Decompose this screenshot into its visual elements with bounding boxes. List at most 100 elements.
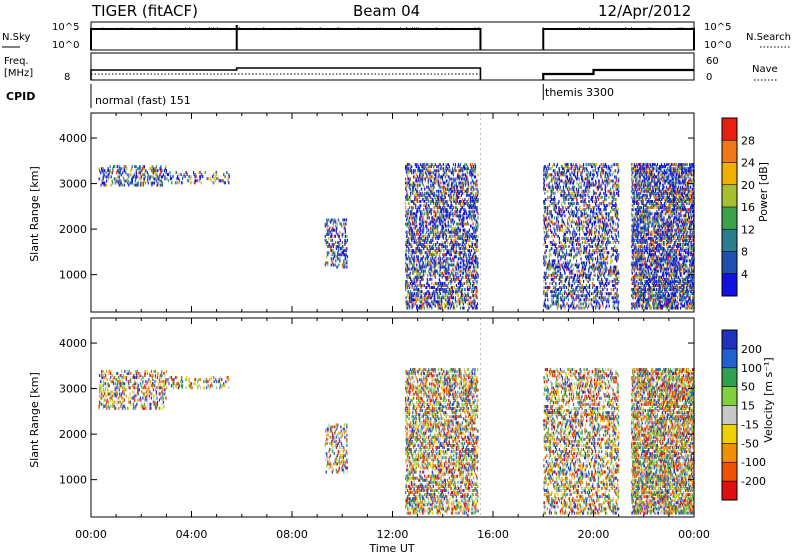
range-gate-cell bbox=[178, 179, 181, 183]
range-gate-cell bbox=[335, 245, 337, 249]
range-gate-cell bbox=[336, 222, 338, 226]
range-gate-cell bbox=[553, 275, 556, 279]
range-gate-cell bbox=[414, 197, 416, 201]
range-gate-cell bbox=[474, 279, 477, 283]
range-gate-cell bbox=[427, 208, 429, 212]
range-gate-cell bbox=[460, 261, 462, 265]
range-gate-cell bbox=[451, 257, 453, 261]
range-gate-cell bbox=[431, 265, 433, 269]
range-gate-cell bbox=[326, 228, 328, 232]
range-gate-cell bbox=[422, 218, 424, 222]
range-gate-cell bbox=[123, 167, 125, 171]
range-gate-cell bbox=[421, 245, 423, 249]
range-gate-cell bbox=[166, 177, 168, 181]
range-gate-cell bbox=[406, 240, 408, 244]
range-gate-cell bbox=[409, 263, 411, 267]
range-gate-cell bbox=[584, 197, 586, 201]
range-gate-cell bbox=[413, 269, 415, 273]
range-gate-cell bbox=[419, 222, 421, 226]
range-gate-cell bbox=[474, 300, 476, 304]
range-gate-cell bbox=[543, 279, 545, 283]
range-gate-cell bbox=[419, 175, 421, 179]
range-gate-cell bbox=[326, 251, 328, 255]
range-gate-cell bbox=[105, 171, 107, 175]
range-gate-cell bbox=[407, 306, 409, 310]
range-gate-cell bbox=[421, 169, 423, 173]
range-gate-cell bbox=[126, 173, 128, 177]
range-gate-cell bbox=[406, 232, 408, 236]
range-gate-cell bbox=[226, 171, 228, 175]
range-gate-cell bbox=[327, 232, 329, 236]
range-gate-cell bbox=[405, 267, 407, 271]
range-gate-cell bbox=[160, 179, 163, 183]
range-gate-cell bbox=[558, 236, 561, 240]
range-gate-cell bbox=[146, 171, 148, 175]
range-gate-cell bbox=[409, 177, 411, 181]
range-gate-cell bbox=[428, 206, 430, 210]
range-gate-cell bbox=[429, 228, 431, 232]
range-gate-cell bbox=[428, 296, 430, 300]
range-gate-cell bbox=[430, 286, 432, 290]
range-gate-cell bbox=[413, 251, 415, 255]
range-gate-cell bbox=[412, 281, 414, 285]
range-gate-cell bbox=[424, 292, 426, 296]
range-gate-cell bbox=[589, 277, 591, 281]
range-gate-cell bbox=[167, 173, 170, 177]
range-gate-cell bbox=[568, 224, 571, 228]
range-gate-cell bbox=[544, 298, 546, 302]
range-gate-cell bbox=[410, 230, 412, 234]
range-gate-cell bbox=[428, 199, 430, 203]
range-gate-cell bbox=[121, 167, 123, 171]
range-gate-cell bbox=[580, 257, 582, 261]
range-gate-cell bbox=[469, 281, 472, 285]
range-gate-cell bbox=[592, 277, 594, 281]
range-gate-cell bbox=[407, 275, 409, 279]
range-gate-cell bbox=[328, 251, 330, 255]
range-gate-cell bbox=[564, 214, 566, 218]
range-gate-cell bbox=[548, 234, 550, 238]
range-gate-cell bbox=[421, 267, 423, 271]
range-gate-cell bbox=[330, 245, 332, 249]
range-gate-cell bbox=[459, 163, 462, 167]
range-gate-cell bbox=[564, 271, 566, 275]
range-gate-cell bbox=[161, 169, 163, 173]
range-gate-cell bbox=[422, 193, 424, 197]
range-gate-cell bbox=[333, 263, 335, 267]
range-gate-cell bbox=[342, 263, 344, 267]
range-gate-cell bbox=[543, 286, 545, 290]
range-gate-cell bbox=[342, 249, 344, 253]
range-gate-cell bbox=[175, 171, 178, 175]
range-gate-cell bbox=[578, 247, 580, 251]
range-gate-cell bbox=[152, 181, 154, 185]
range-gate-cell bbox=[575, 232, 578, 236]
range-gate-cell bbox=[578, 238, 581, 242]
range-gate-cell bbox=[125, 179, 127, 183]
range-gate-cell bbox=[562, 181, 565, 185]
range-gate-cell bbox=[426, 251, 428, 255]
range-gate-cell bbox=[472, 187, 475, 191]
range-gate-cell bbox=[415, 206, 417, 210]
range-gate-cell bbox=[548, 195, 550, 199]
range-gate-cell bbox=[151, 175, 154, 179]
range-gate-cell bbox=[579, 218, 581, 222]
range-gate-cell bbox=[108, 169, 110, 173]
range-gate-cell bbox=[411, 292, 413, 296]
range-gate-cell bbox=[421, 263, 423, 267]
range-gate-cell bbox=[334, 234, 336, 238]
range-gate-cell bbox=[405, 187, 407, 191]
range-gate-cell bbox=[423, 292, 425, 296]
range-gate-cell bbox=[419, 173, 421, 177]
range-gate-cell bbox=[554, 249, 556, 253]
range-gate-cell bbox=[450, 251, 452, 255]
range-gate-cell bbox=[332, 251, 334, 255]
range-gate-cell bbox=[454, 306, 456, 310]
range-gate-cell bbox=[569, 220, 571, 224]
range-gate-cell bbox=[420, 216, 422, 220]
range-gate-cell bbox=[103, 183, 105, 187]
range-gate-cell bbox=[422, 243, 424, 247]
range-gate-cell bbox=[451, 286, 453, 290]
range-gate-cell bbox=[410, 218, 412, 222]
range-gate-cell bbox=[414, 296, 416, 300]
range-gate-cell bbox=[415, 214, 417, 218]
